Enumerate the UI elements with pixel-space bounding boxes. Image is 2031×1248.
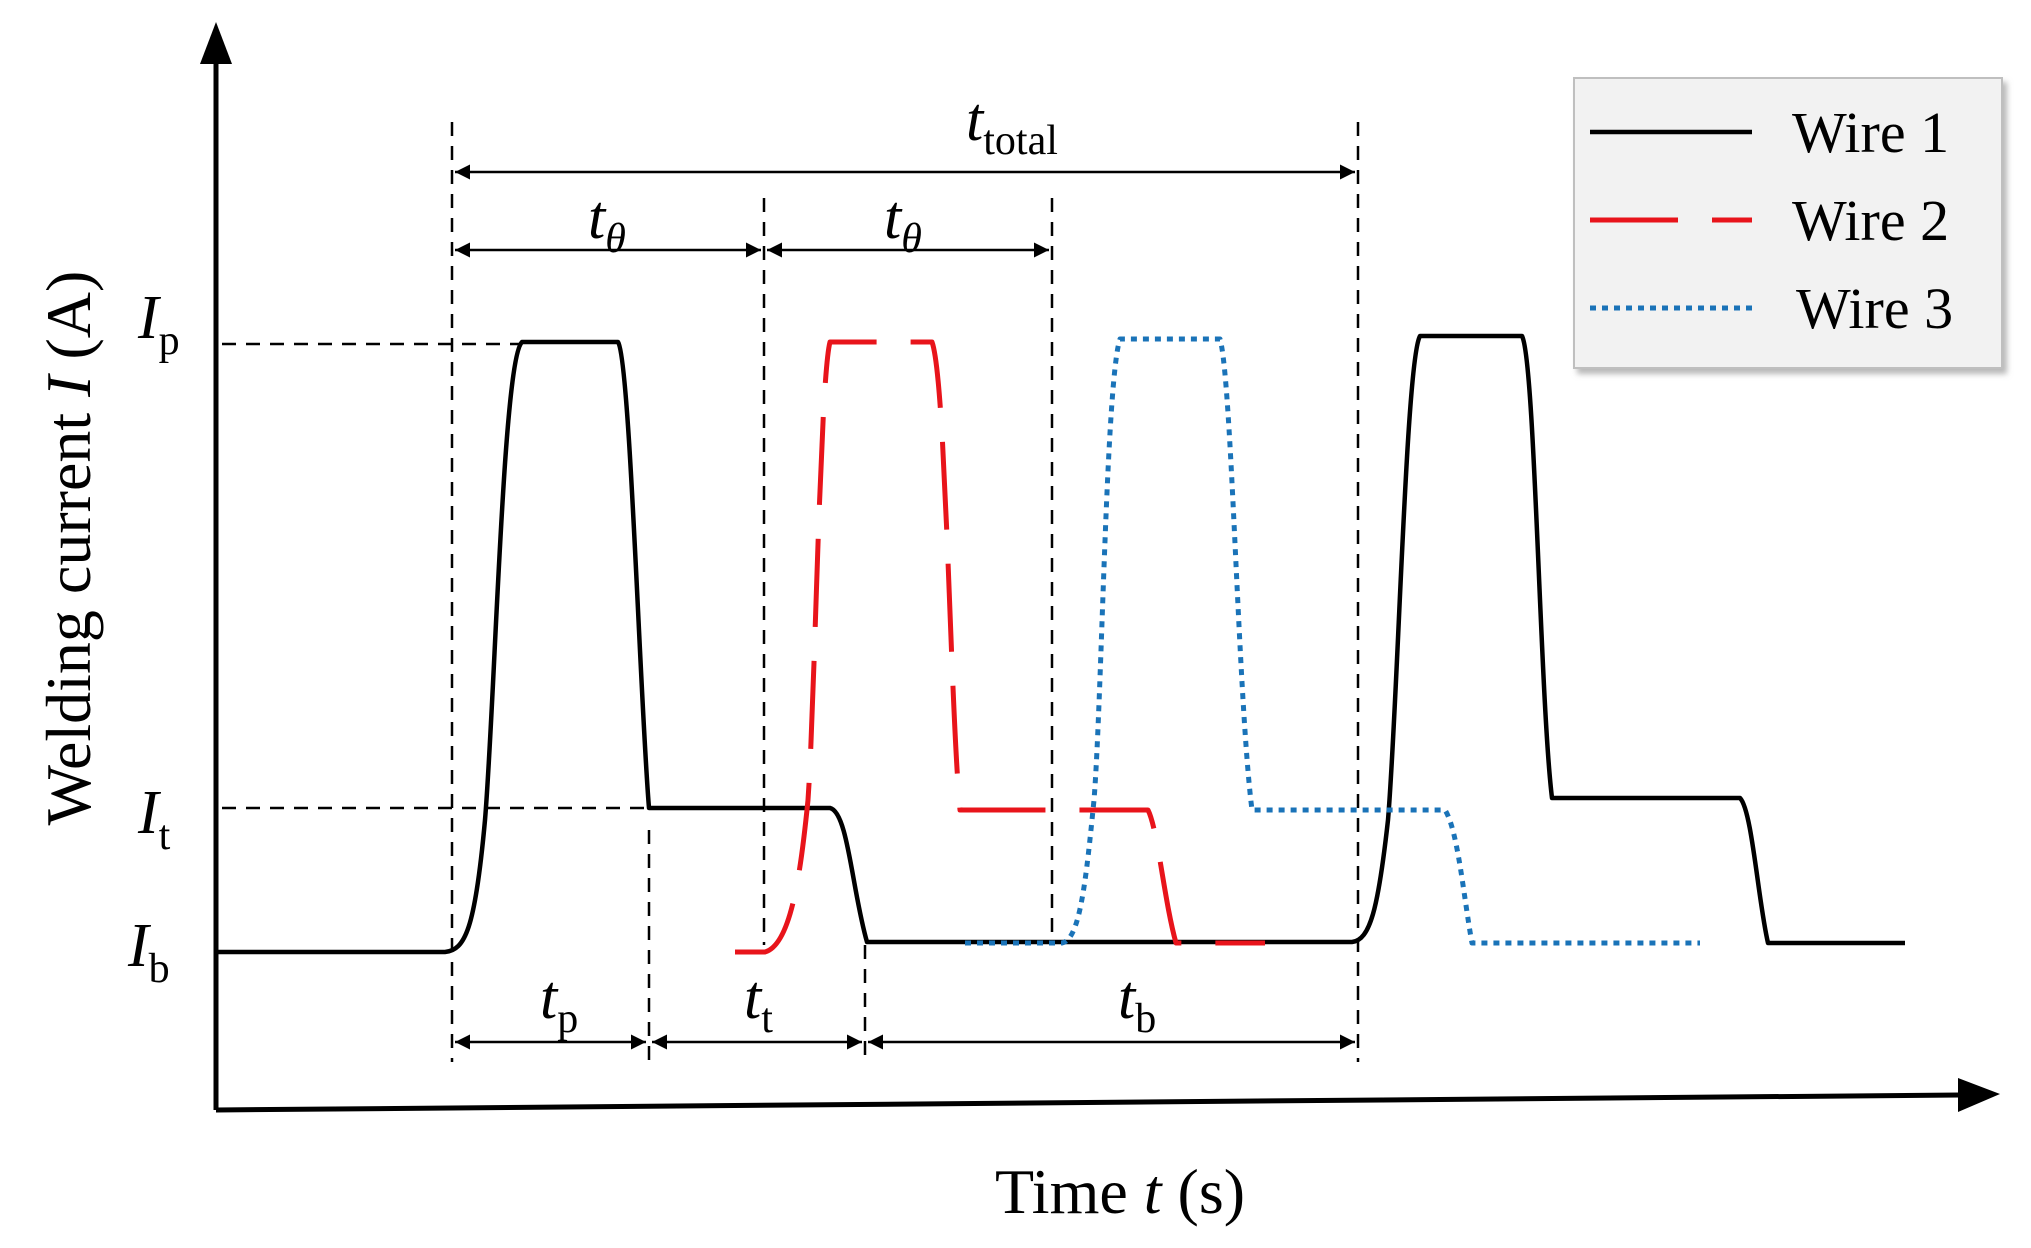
waveforms [216,333,1905,955]
time-markers [450,122,1360,1062]
dimension-arrows [455,164,1355,1050]
wire-1-curve [216,333,1905,955]
x-axis-title: Time t (s) [995,1156,1245,1227]
y-axis-arrowhead [200,22,232,64]
axes [200,22,2000,1113]
label-peak-time: tp [540,964,578,1042]
legend-label-wire-1: Wire 1 [1792,100,1949,165]
y-axis-title: Welding current I (A) [33,271,104,826]
x-axis [215,1092,1961,1113]
label-peak-current: Ip [137,284,180,364]
wire-3-curve [965,336,1700,946]
legend-item-wire-3: Wire 3 [1590,276,1953,341]
legend: Wire 1 Wire 2 Wire 3 [1573,77,2003,369]
legend-item-wire-2: Wire 2 [1590,188,1949,253]
legend-label-wire-2: Wire 2 [1792,188,1949,253]
label-base-current: Ib [127,912,170,992]
label-total-time: ttotal [966,86,1058,164]
wire-2-curve [735,339,1265,955]
label-transition-time: tt [744,964,773,1042]
legend-item-wire-1: Wire 1 [1590,100,1949,165]
label-theta-time-1: tθ [588,184,626,262]
label-base-time: tb [1118,964,1156,1042]
legend-box [1573,77,2003,369]
level-guides [222,342,655,810]
label-theta-time-2: tθ [884,184,922,262]
level-labels: Ip It Ib [127,284,180,992]
label-transition-current: It [137,779,171,859]
interval-labels: ttotal tθ tθ tp tt tb [540,86,1156,1042]
legend-label-wire-3: Wire 3 [1796,276,1953,341]
x-axis-arrowhead [1958,1078,2000,1112]
